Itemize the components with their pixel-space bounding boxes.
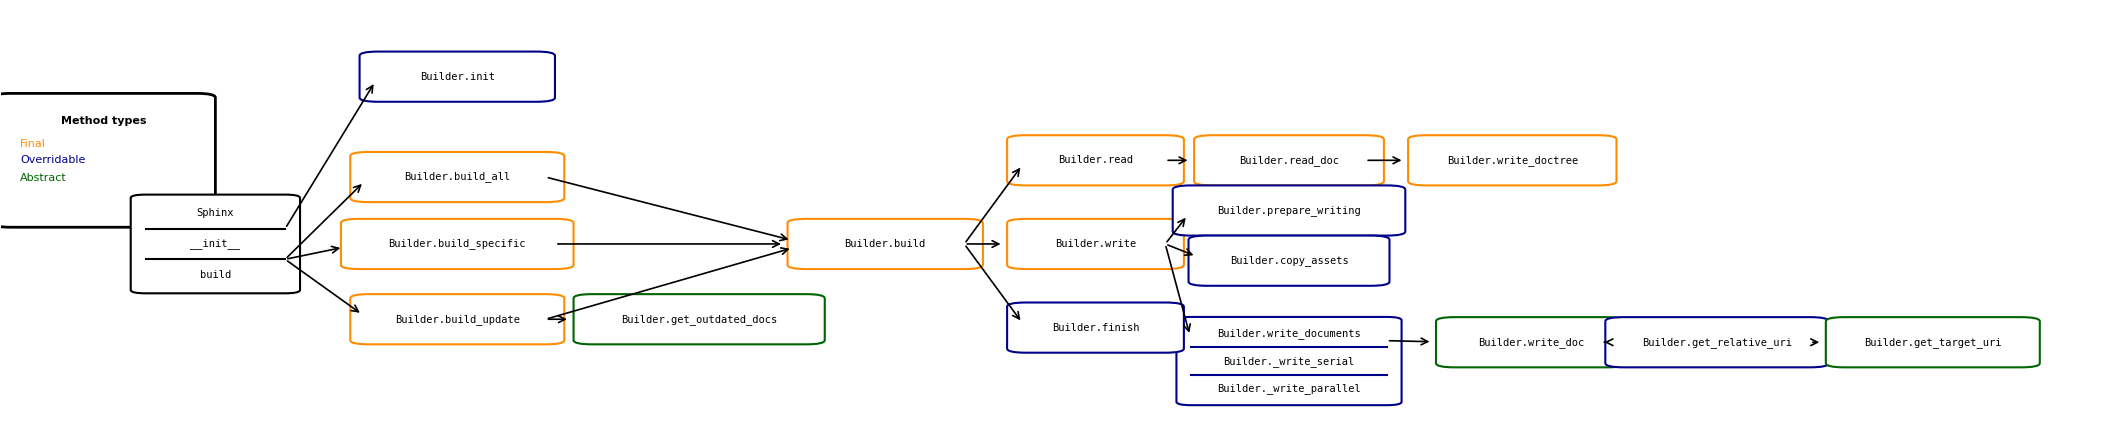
Text: Builder._write_parallel: Builder._write_parallel bbox=[1217, 383, 1361, 394]
FancyBboxPatch shape bbox=[788, 219, 983, 269]
Text: Builder.read: Builder.read bbox=[1058, 155, 1132, 165]
FancyBboxPatch shape bbox=[359, 52, 554, 102]
Text: Builder.build_specific: Builder.build_specific bbox=[389, 239, 527, 249]
Text: Builder.get_target_uri: Builder.get_target_uri bbox=[1865, 337, 2001, 348]
Text: Builder.build: Builder.build bbox=[845, 239, 926, 249]
Text: Builder.prepare_writing: Builder.prepare_writing bbox=[1217, 205, 1361, 216]
Text: Overridable: Overridable bbox=[19, 155, 85, 165]
FancyBboxPatch shape bbox=[1606, 317, 1829, 368]
Text: build: build bbox=[200, 269, 232, 280]
FancyBboxPatch shape bbox=[1827, 317, 2039, 368]
FancyBboxPatch shape bbox=[350, 152, 565, 202]
Text: Sphinx: Sphinx bbox=[198, 208, 234, 218]
Text: Builder.write_doctree: Builder.write_doctree bbox=[1446, 155, 1578, 166]
FancyBboxPatch shape bbox=[1408, 135, 1616, 185]
Text: Builder.write: Builder.write bbox=[1056, 239, 1136, 249]
Text: Builder.init: Builder.init bbox=[421, 72, 495, 82]
Text: Method types: Method types bbox=[62, 116, 147, 125]
Text: __init__: __init__ bbox=[191, 239, 240, 249]
Text: Builder.get_relative_uri: Builder.get_relative_uri bbox=[1642, 337, 1793, 348]
FancyBboxPatch shape bbox=[1007, 219, 1183, 269]
FancyBboxPatch shape bbox=[1436, 317, 1625, 368]
FancyBboxPatch shape bbox=[1194, 135, 1385, 185]
FancyBboxPatch shape bbox=[132, 195, 299, 293]
FancyBboxPatch shape bbox=[1177, 317, 1402, 405]
FancyBboxPatch shape bbox=[350, 294, 565, 344]
Text: Final: Final bbox=[19, 139, 47, 149]
FancyBboxPatch shape bbox=[1007, 135, 1183, 185]
FancyBboxPatch shape bbox=[1172, 185, 1406, 236]
Text: Builder.write_documents: Builder.write_documents bbox=[1217, 328, 1361, 339]
Text: Builder.copy_assets: Builder.copy_assets bbox=[1230, 255, 1349, 266]
FancyBboxPatch shape bbox=[1189, 236, 1389, 286]
FancyBboxPatch shape bbox=[573, 294, 824, 344]
Text: Builder.write_doc: Builder.write_doc bbox=[1478, 337, 1585, 348]
FancyBboxPatch shape bbox=[0, 93, 215, 227]
Text: Builder.build_all: Builder.build_all bbox=[404, 172, 510, 182]
Text: Builder.get_outdated_docs: Builder.get_outdated_docs bbox=[620, 314, 777, 325]
Text: Builder.read_doc: Builder.read_doc bbox=[1238, 155, 1338, 166]
Text: Abstract: Abstract bbox=[19, 173, 66, 183]
FancyBboxPatch shape bbox=[342, 219, 573, 269]
Text: Builder._write_serial: Builder._write_serial bbox=[1223, 356, 1355, 367]
FancyBboxPatch shape bbox=[1007, 303, 1183, 353]
Text: Builder.build_update: Builder.build_update bbox=[395, 314, 520, 325]
Text: Builder.finish: Builder.finish bbox=[1051, 322, 1138, 333]
